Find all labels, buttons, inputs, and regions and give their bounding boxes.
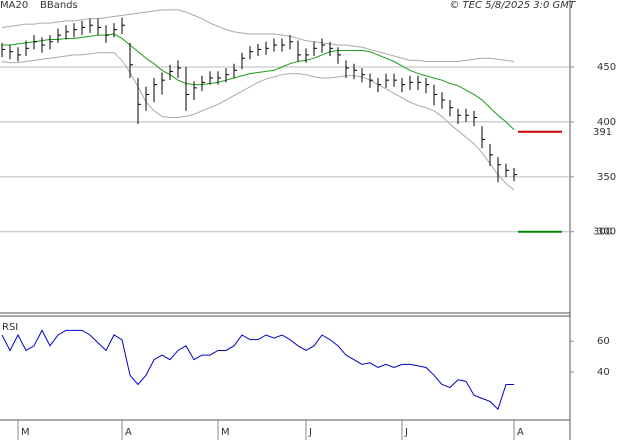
y-tick-label: 60 [597, 336, 610, 347]
y-tick-label: 350 [597, 172, 616, 183]
rsi-title: RSI [2, 322, 18, 333]
y-tick-label: 450 [597, 62, 616, 73]
target-label: 391 [593, 127, 612, 138]
x-tick-label: M [21, 427, 30, 438]
ma-line [2, 33, 515, 130]
credit: © TEC 5/8/2025 3:0 GMT [449, 0, 576, 11]
x-tick-label: J [308, 427, 312, 438]
bband-lower [1, 52, 515, 191]
target-label: 300 [593, 227, 612, 238]
x-tick-label: A [125, 427, 132, 438]
rsi-line [1, 329, 514, 411]
bband-upper [1, 9, 515, 63]
y-tick-label: 300 [597, 227, 616, 238]
y-tick-label: 40 [597, 367, 610, 378]
x-tick-label: M [221, 427, 230, 438]
legend-entry: MA20 [0, 0, 28, 11]
x-tick-label: J [404, 427, 408, 438]
x-tick-label: A [517, 427, 524, 438]
y-tick-label: 400 [597, 117, 616, 128]
legend-entry: BBands [40, 0, 78, 11]
